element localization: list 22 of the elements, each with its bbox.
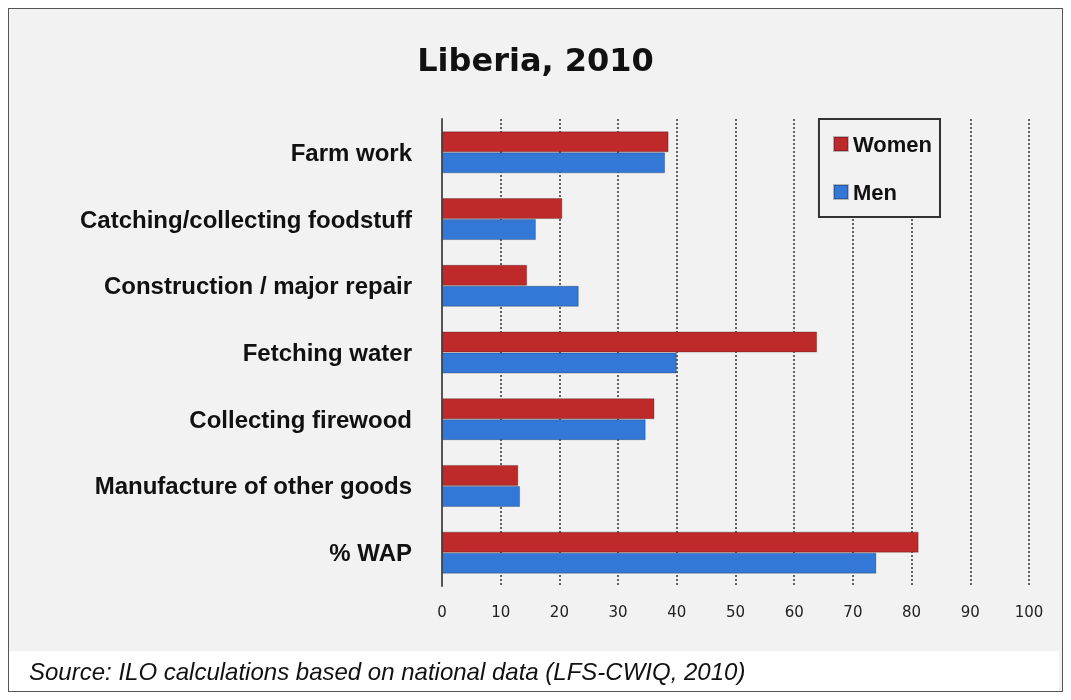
- legend-label: Men: [852, 179, 897, 205]
- x-tick-label: 0: [437, 602, 447, 621]
- x-tick-label: 90: [960, 602, 980, 621]
- x-tick-label: 20: [549, 602, 569, 621]
- y-tick-label: % WAP: [329, 539, 412, 567]
- y-tick-label: Farm work: [290, 138, 413, 166]
- y-tick-label: Manufacture of other goods: [94, 472, 412, 500]
- x-tick-label: 10: [491, 602, 511, 621]
- x-tick-label: 70: [843, 602, 863, 621]
- legend-label: Women: [852, 131, 933, 157]
- x-tick-label: 60: [784, 602, 804, 621]
- x-tick-label: 40: [667, 602, 687, 621]
- y-tick-label: Collecting firewood: [189, 405, 412, 433]
- y-tick-label: Construction / major repair: [103, 272, 412, 300]
- x-tick-label: 80: [902, 602, 922, 621]
- y-tick-label: Fetching water: [242, 339, 412, 366]
- x-tick-label: 50: [725, 602, 746, 621]
- chart-title: Liberia, 2010: [417, 41, 654, 79]
- x-tick-label: 30: [608, 602, 628, 621]
- x-tick-label: 100: [1014, 602, 1044, 621]
- y-tick-label: Catching/collecting foodstuff: [80, 205, 413, 233]
- source-note: Source: ILO calculations based on national data (LFS-CWIQ, 2010): [29, 657, 746, 685]
